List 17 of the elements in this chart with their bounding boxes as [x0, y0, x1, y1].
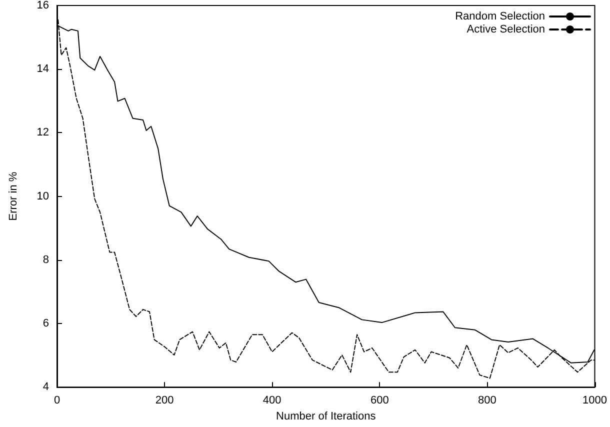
legend-label: Active Selection: [466, 24, 545, 36]
x-tick-label: 200: [155, 394, 174, 407]
x-axis-title: Number of Iterations: [276, 410, 376, 422]
x-tick-label: 400: [262, 394, 282, 407]
x-tick-label: 800: [478, 394, 496, 407]
y-tick-label: 8: [42, 254, 49, 266]
x-tick-label: 600: [370, 394, 389, 407]
y-tick-label: 12: [36, 126, 49, 139]
y-axis-title: Error in %: [8, 172, 20, 221]
x-tick-label: 1000: [582, 394, 608, 407]
y-tick-label: 16: [36, 0, 49, 12]
y-tick-label: 4: [42, 381, 49, 394]
x-tick-label: 0: [54, 394, 60, 407]
y-tick-label: 14: [36, 63, 49, 76]
y-tick-label: 6: [42, 318, 49, 330]
legend-label: Random Selection: [455, 10, 545, 22]
y-tick-label: 10: [36, 190, 49, 202]
